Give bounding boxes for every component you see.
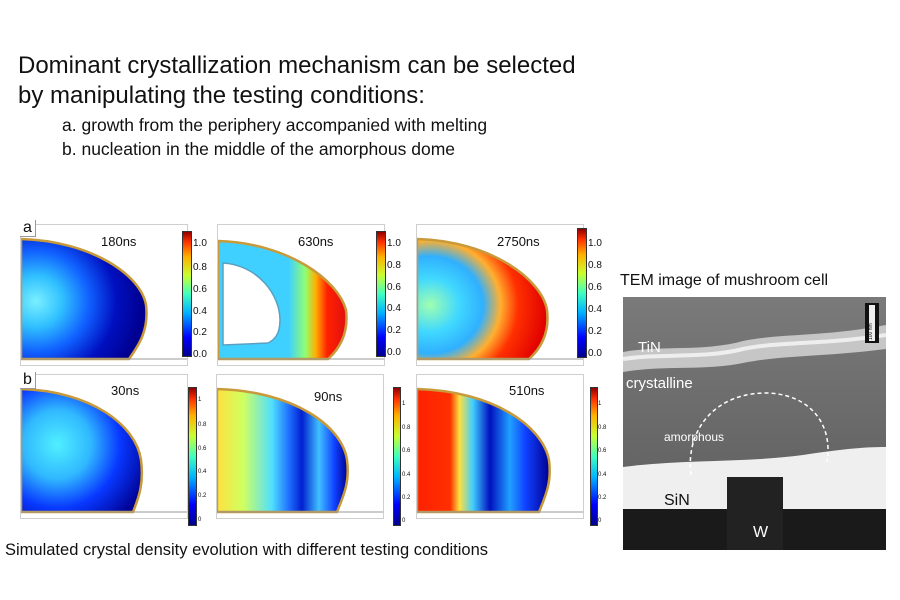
tem-micrograph xyxy=(623,297,886,550)
colorbar-tick: 0.8 xyxy=(588,260,602,271)
colorbar-tick: 0.4 xyxy=(387,303,401,314)
colorbar-tick: 1.0 xyxy=(588,238,602,249)
label-tin: TiN xyxy=(638,339,661,356)
colorbar-tick: 0 xyxy=(402,518,406,524)
colorbar-tick: 0.8 xyxy=(402,425,411,431)
colorbar-tick: 0.6 xyxy=(198,446,207,452)
colorbar-tick: 0.4 xyxy=(588,304,602,315)
colorbar-tick: 0.4 xyxy=(193,306,207,317)
colorbar-tick: 1 xyxy=(598,401,602,407)
time-label: 30ns xyxy=(111,383,140,398)
item-a: a. growth from the periphery accompanied… xyxy=(62,115,488,135)
colorbar-tick: 0.4 xyxy=(598,472,607,478)
colorbar-tick: 0.6 xyxy=(402,448,411,454)
colorbar-tick: 1.0 xyxy=(193,238,207,249)
colorbar-tick: 0.8 xyxy=(193,262,207,273)
colorbar-tick: 0 xyxy=(198,517,202,523)
item-b: b. nucleation in the middle of the amorp… xyxy=(62,139,456,159)
colorbar-tick: 0.6 xyxy=(588,282,602,293)
colorbar-tick: 0.4 xyxy=(198,469,207,475)
colorbar-tick: 1 xyxy=(402,401,406,407)
colorbar-tick: 1.0 xyxy=(387,238,401,249)
row-label-b: b xyxy=(20,372,36,389)
colorbar-tick: 0.0 xyxy=(193,349,207,360)
tem-image: TiN crystalline amorphous SiN W 100 nm xyxy=(623,297,886,550)
colorbar-tick: 0.6 xyxy=(598,448,607,454)
colorbar-tick: 0.2 xyxy=(387,325,401,336)
colorbar-tick: 0.2 xyxy=(198,493,207,499)
colorbar-tick: 0.2 xyxy=(588,326,602,337)
colorbar xyxy=(188,387,197,526)
colorbar xyxy=(393,387,401,526)
time-label: 90ns xyxy=(314,389,343,404)
label-sin: SiN xyxy=(664,492,690,509)
dome-plot xyxy=(217,387,383,514)
heading-line-1: Dominant crystallization mechanism can b… xyxy=(18,52,576,79)
colorbar xyxy=(376,231,386,357)
panel-a-630ns: 630ns xyxy=(217,224,385,366)
dome-plot xyxy=(21,387,187,514)
panel-b-90ns: 90ns xyxy=(216,374,384,519)
colorbar-tick: 0.2 xyxy=(193,327,207,338)
panel-a-2750ns: 2750ns xyxy=(416,224,584,366)
colorbar-tick: 1 xyxy=(198,397,202,403)
dome-plot xyxy=(21,237,187,361)
colorbar-tick: 0.4 xyxy=(402,472,411,478)
colorbar xyxy=(182,231,192,357)
colorbar-tick: 0.2 xyxy=(402,495,411,501)
panel-b-30ns: 30ns xyxy=(20,374,188,519)
panel-b-510ns: 510ns xyxy=(416,374,584,519)
colorbar-tick: 0.2 xyxy=(598,495,607,501)
colorbar-tick: 0.0 xyxy=(387,347,401,358)
time-label: 2750ns xyxy=(497,234,540,249)
colorbar-tick: 0.8 xyxy=(598,425,607,431)
time-label: 180ns xyxy=(101,234,137,249)
colorbar xyxy=(577,228,587,358)
label-w: W xyxy=(753,524,769,541)
dome-plot xyxy=(218,239,384,361)
scale-bar-label: 100 nm xyxy=(868,323,874,340)
panel-a-180ns: 180ns xyxy=(20,224,188,366)
figure-caption: Simulated crystal density evolution with… xyxy=(5,541,489,559)
tem-title: TEM image of mushroom cell xyxy=(620,272,829,289)
colorbar-tick: 0.8 xyxy=(198,422,207,428)
colorbar xyxy=(590,387,598,526)
time-label: 510ns xyxy=(509,383,545,398)
colorbar-tick: 0.8 xyxy=(387,260,401,271)
colorbar-tick: 0 xyxy=(598,518,602,524)
row-label-a: a xyxy=(20,220,36,237)
colorbar-tick: 0.6 xyxy=(193,284,207,295)
time-label: 630ns xyxy=(298,234,334,249)
dome-plot xyxy=(417,387,583,514)
label-crystalline: crystalline xyxy=(626,375,693,392)
dome-plot xyxy=(417,237,583,361)
heading-line-2: by manipulating the testing conditions: xyxy=(18,82,425,109)
colorbar-tick: 0.0 xyxy=(588,348,602,359)
label-amorphous: amorphous xyxy=(664,430,725,444)
colorbar-tick: 0.6 xyxy=(387,282,401,293)
